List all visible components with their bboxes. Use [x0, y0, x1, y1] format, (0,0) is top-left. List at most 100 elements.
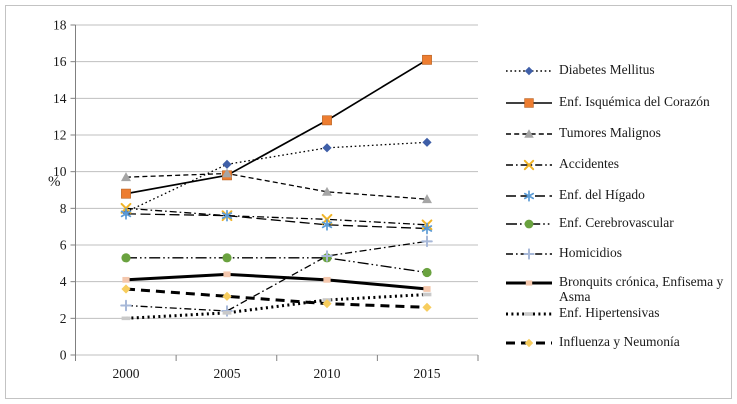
diamond-marker [222, 159, 232, 169]
legend-item: Tumores Malignos [506, 125, 728, 141]
legend-label: Enf. Hipertensivas [559, 305, 660, 320]
small-square-marker [223, 271, 231, 278]
panel-border [5, 5, 732, 399]
diamond-marker [222, 291, 232, 301]
diamond-marker [322, 299, 332, 309]
small-square-marker [423, 286, 431, 292]
series-line [126, 257, 428, 274]
plus-marker [120, 299, 132, 312]
circle-marker [121, 253, 131, 263]
y-tick-label: 2 [60, 311, 67, 326]
triangle-marker [524, 129, 534, 138]
plus-marker [321, 250, 333, 262]
y-tick-label: 8 [60, 201, 67, 216]
triangle-marker [422, 194, 432, 204]
legend-item: Bronquits crónica, Enfisema y Asma [506, 274, 728, 304]
small-square-marker [122, 276, 130, 283]
legend-x-icon [506, 159, 552, 171]
legend-item: Enf. Cerebrovascular [506, 215, 728, 231]
legend-dash-icon [506, 312, 552, 316]
legend-item: Accidentes [506, 156, 728, 172]
y-tick-label: 0 [60, 348, 67, 363]
y-tick-label: 6 [60, 238, 67, 253]
diamond-marker [524, 66, 534, 76]
y-tick-label: 12 [53, 128, 67, 143]
legend-item: Diabetes Mellitus [506, 62, 728, 78]
y-tick-label: 18 [53, 18, 67, 33]
series-line [125, 59, 428, 195]
legend-item: Enf. Hipertensivas [506, 305, 728, 321]
diamond-marker [422, 302, 432, 312]
square-marker [422, 54, 432, 65]
diamond-marker [322, 143, 332, 153]
legend-plus-icon [506, 248, 552, 260]
x-marker [523, 159, 535, 171]
square-marker [121, 188, 131, 199]
diamond-marker [121, 284, 131, 294]
asterisk-marker [523, 190, 535, 202]
legend-diamond-icon [506, 338, 552, 348]
series-line [125, 240, 428, 312]
legend-label: Tumores Malignos [559, 125, 661, 140]
plus-marker [523, 248, 535, 260]
legend-item: Influenza y Neumonía [506, 334, 728, 350]
legend-label: Enf. Cerebrovascular [559, 215, 674, 230]
y-tick-label: 10 [53, 164, 67, 179]
plus-marker [421, 235, 433, 248]
y-tick-label: 4 [60, 274, 67, 289]
dash-marker [422, 292, 432, 297]
legend-item: Enf. del Hígado [506, 187, 728, 203]
legend-item: Homicidios [506, 245, 728, 261]
circle-marker [422, 267, 432, 278]
square-marker [524, 98, 534, 108]
series-line [125, 172, 428, 200]
series-lines [125, 59, 428, 320]
asterisk-marker [421, 222, 433, 235]
legend-square-icon [506, 98, 552, 108]
diamond-marker [524, 338, 534, 348]
legend-small-square-icon [506, 280, 552, 286]
circle-marker [524, 219, 534, 229]
x-tick-label: 2015 [414, 366, 441, 381]
triangle-marker [322, 186, 332, 196]
y-axis-label: % [48, 174, 61, 190]
series-line [125, 287, 428, 309]
series-line [125, 207, 428, 226]
dash-marker [121, 316, 131, 321]
series-line [125, 213, 428, 230]
circle-marker [222, 253, 232, 263]
asterisk-marker [120, 207, 132, 220]
legend-label: Homicidios [559, 245, 622, 260]
legend-asterisk-icon [506, 190, 552, 202]
series-markers [120, 54, 433, 321]
asterisk-marker [321, 218, 333, 231]
diamond-marker [422, 137, 432, 147]
small-square-marker [323, 276, 331, 283]
legend-circle-icon [506, 219, 552, 229]
y-tick-label: 14 [53, 91, 67, 106]
legend-label: Enf. Isquémica del Corazón [559, 94, 710, 109]
dash-marker [525, 312, 533, 316]
series-line [125, 141, 428, 213]
x-tick-label: 2000 [113, 366, 140, 381]
y-tick-label: 16 [53, 54, 67, 69]
axes: 0 2 4 6 8 10 12 14 16 18 2000 2005 2010 2015 [53, 18, 479, 381]
series-line [125, 293, 428, 320]
legend-label: Diabetes Mellitus [559, 62, 655, 77]
legend-diamond-icon [506, 66, 552, 76]
legend-label: Influenza y Neumonía [559, 334, 680, 349]
square-marker [322, 115, 332, 126]
small-square-marker [525, 280, 533, 286]
triangle-marker [222, 168, 232, 178]
triangle-marker [121, 172, 131, 182]
legend-item: Enf. Isquémica del Corazón [506, 94, 728, 110]
dash-marker [222, 311, 232, 315]
legend-label: Accidentes [559, 156, 619, 171]
x-tick-label: 2005 [214, 366, 241, 381]
asterisk-marker [221, 209, 233, 222]
legend-triangle-icon [506, 129, 552, 138]
series-line [125, 272, 428, 291]
legend-label: Enf. del Hígado [559, 187, 645, 202]
